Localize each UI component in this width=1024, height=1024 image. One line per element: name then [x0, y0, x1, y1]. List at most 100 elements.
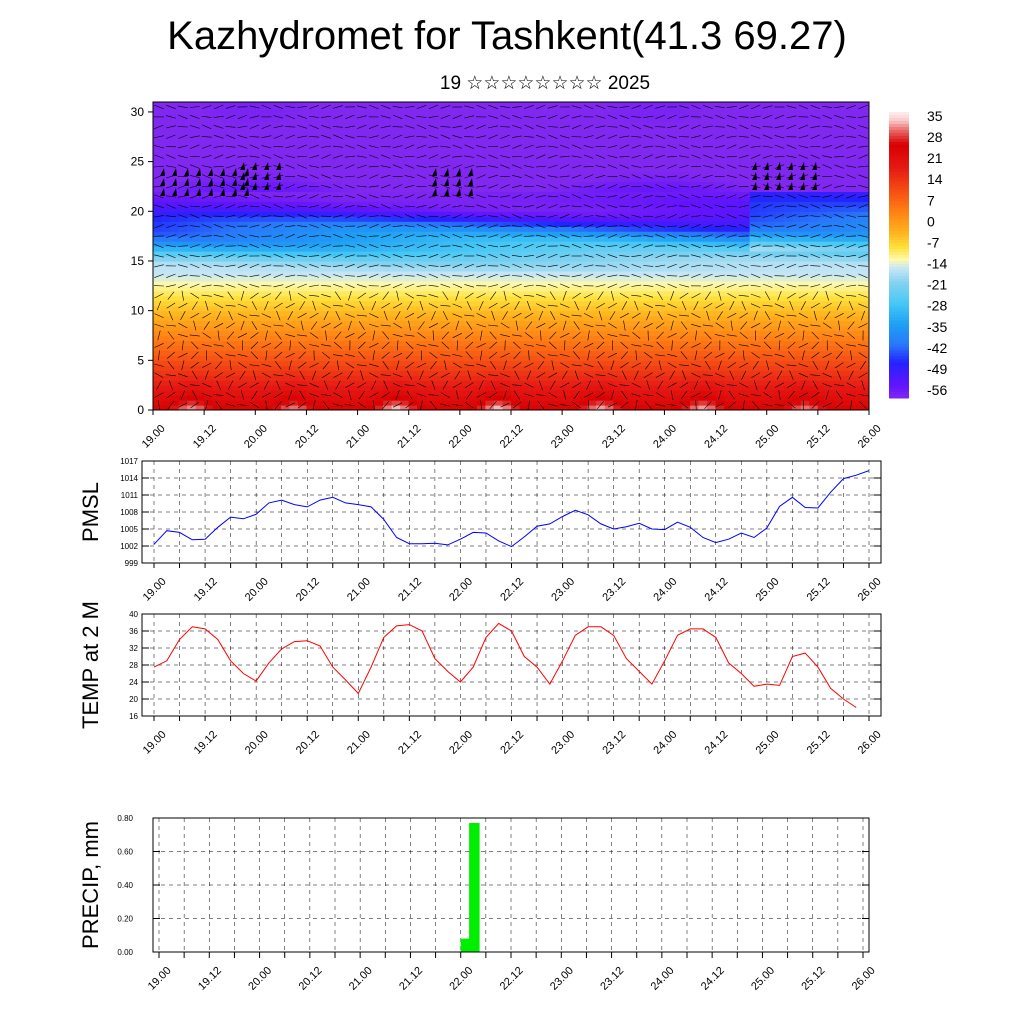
heatmap-cell: [417, 166, 427, 173]
heatmap-cell: [229, 375, 239, 381]
heatmap-cell: [187, 350, 197, 356]
heatmap-cell: [349, 166, 359, 173]
heatmap-cell: [545, 111, 555, 118]
heatmap-cell: [664, 106, 674, 113]
heatmap-cell: [485, 385, 495, 391]
heatmap-cell: [425, 121, 435, 128]
heatmap-cell: [613, 345, 623, 351]
heatmap-cell: [195, 395, 205, 401]
heatmap-cell: [638, 390, 648, 396]
heatmap-cell: [153, 191, 163, 197]
heatmap-cell: [758, 380, 768, 386]
heatmap-cell: [485, 251, 495, 257]
heatmap-cell: [451, 196, 461, 202]
heatmap-cell: [596, 116, 606, 123]
heatmap-cell: [170, 360, 180, 366]
heatmap-cell: [417, 121, 427, 128]
heatmap-cell: [715, 211, 725, 217]
heatmap-cell: [758, 146, 768, 153]
heatmap-cell: [323, 350, 333, 356]
heatmap-cell: [187, 236, 197, 242]
heatmap-cell: [545, 116, 555, 123]
heatmap-cell: [161, 201, 171, 207]
heatmap-cell: [570, 111, 580, 118]
heatmap-cell: [195, 246, 205, 252]
heatmap-cell: [698, 126, 708, 133]
heatmap-cell: [400, 395, 410, 401]
heatmap-cell: [161, 340, 171, 347]
heatmap-cell: [800, 315, 810, 322]
heatmap-cell: [732, 111, 742, 118]
heatmap-cell: [570, 256, 580, 262]
heatmap-cell: [834, 251, 845, 257]
heatmap-cell: [289, 320, 299, 327]
heatmap-cell: [732, 191, 742, 197]
heatmap-cell: [340, 265, 350, 272]
heatmap-cell: [314, 191, 325, 197]
heatmap-cell: [442, 136, 452, 143]
heatmap-cell: [698, 216, 708, 222]
heatmap-cell: [272, 270, 282, 277]
heatmap-cell: [826, 141, 836, 148]
heatmap-cell: [280, 251, 290, 257]
heatmap-cell: [400, 191, 410, 197]
heatmap-cell: [511, 136, 521, 143]
heatmap-cell: [434, 265, 444, 272]
heatmap-cell: [374, 226, 384, 232]
heatmap-cell: [425, 325, 435, 332]
heatmap-cell: [493, 375, 504, 381]
heatmap-cell: [476, 141, 487, 148]
heatmap-cell: [153, 380, 163, 386]
heatmap-cell: [263, 246, 273, 252]
heatmap-cell: [383, 390, 393, 396]
heatmap-cell: [195, 121, 205, 128]
heatmap-cell: [400, 390, 410, 396]
heatmap-cell: [204, 136, 214, 143]
heatmap-cell: [604, 345, 614, 351]
heatmap-cell: [749, 251, 759, 257]
heatmap-cell: [476, 325, 487, 332]
heatmap-cell: [834, 350, 845, 356]
heatmap-cell: [349, 370, 359, 376]
heatmap-cell: [289, 221, 299, 227]
heatmap-cell: [630, 360, 640, 366]
heatmap-cell: [741, 295, 751, 302]
heatmap-cell: [485, 330, 495, 337]
heatmap-cell: [672, 186, 683, 193]
heatmap-cell: [263, 400, 273, 406]
heatmap-cell: [553, 300, 563, 307]
heatmap-cell: [374, 265, 384, 272]
heatmap-cell: [170, 335, 180, 342]
heatmap-cell: [698, 196, 708, 202]
heatmap-cell: [468, 335, 478, 342]
heatmap-cell: [749, 295, 759, 302]
heatmap-cell: [766, 236, 776, 242]
heatmap-cell: [502, 315, 512, 322]
heatmap-cell: [272, 355, 282, 361]
heatmap-cell: [161, 280, 171, 287]
heatmap-cell: [408, 300, 418, 307]
heatmap-cell: [724, 106, 734, 113]
heatmap-cell: [536, 405, 546, 410]
heatmap-cell: [766, 265, 776, 272]
heatmap-cell: [604, 295, 614, 302]
heatmap-cell: [766, 141, 776, 148]
heatmap-cell: [681, 121, 691, 128]
heatmap-cell: [306, 231, 316, 237]
heatmap-cell: [724, 246, 734, 252]
heatmap-cell: [425, 146, 435, 153]
heatmap-cell: [178, 131, 188, 138]
heatmap-cell: [212, 405, 222, 410]
heatmap-cell: [809, 136, 819, 143]
heatmap-cell: [519, 280, 529, 287]
heatmap-cell: [536, 275, 546, 282]
heatmap-cell: [212, 161, 222, 168]
heatmap-cell: [340, 270, 350, 277]
heatmap-cell: [153, 121, 163, 128]
heatmap-cell: [212, 191, 222, 197]
heatmap-cell: [468, 141, 478, 148]
heatmap-cell: [766, 156, 776, 163]
heatmap-cell: [570, 395, 580, 401]
heatmap-cell: [528, 251, 538, 257]
heatmap-cell: [493, 131, 504, 138]
